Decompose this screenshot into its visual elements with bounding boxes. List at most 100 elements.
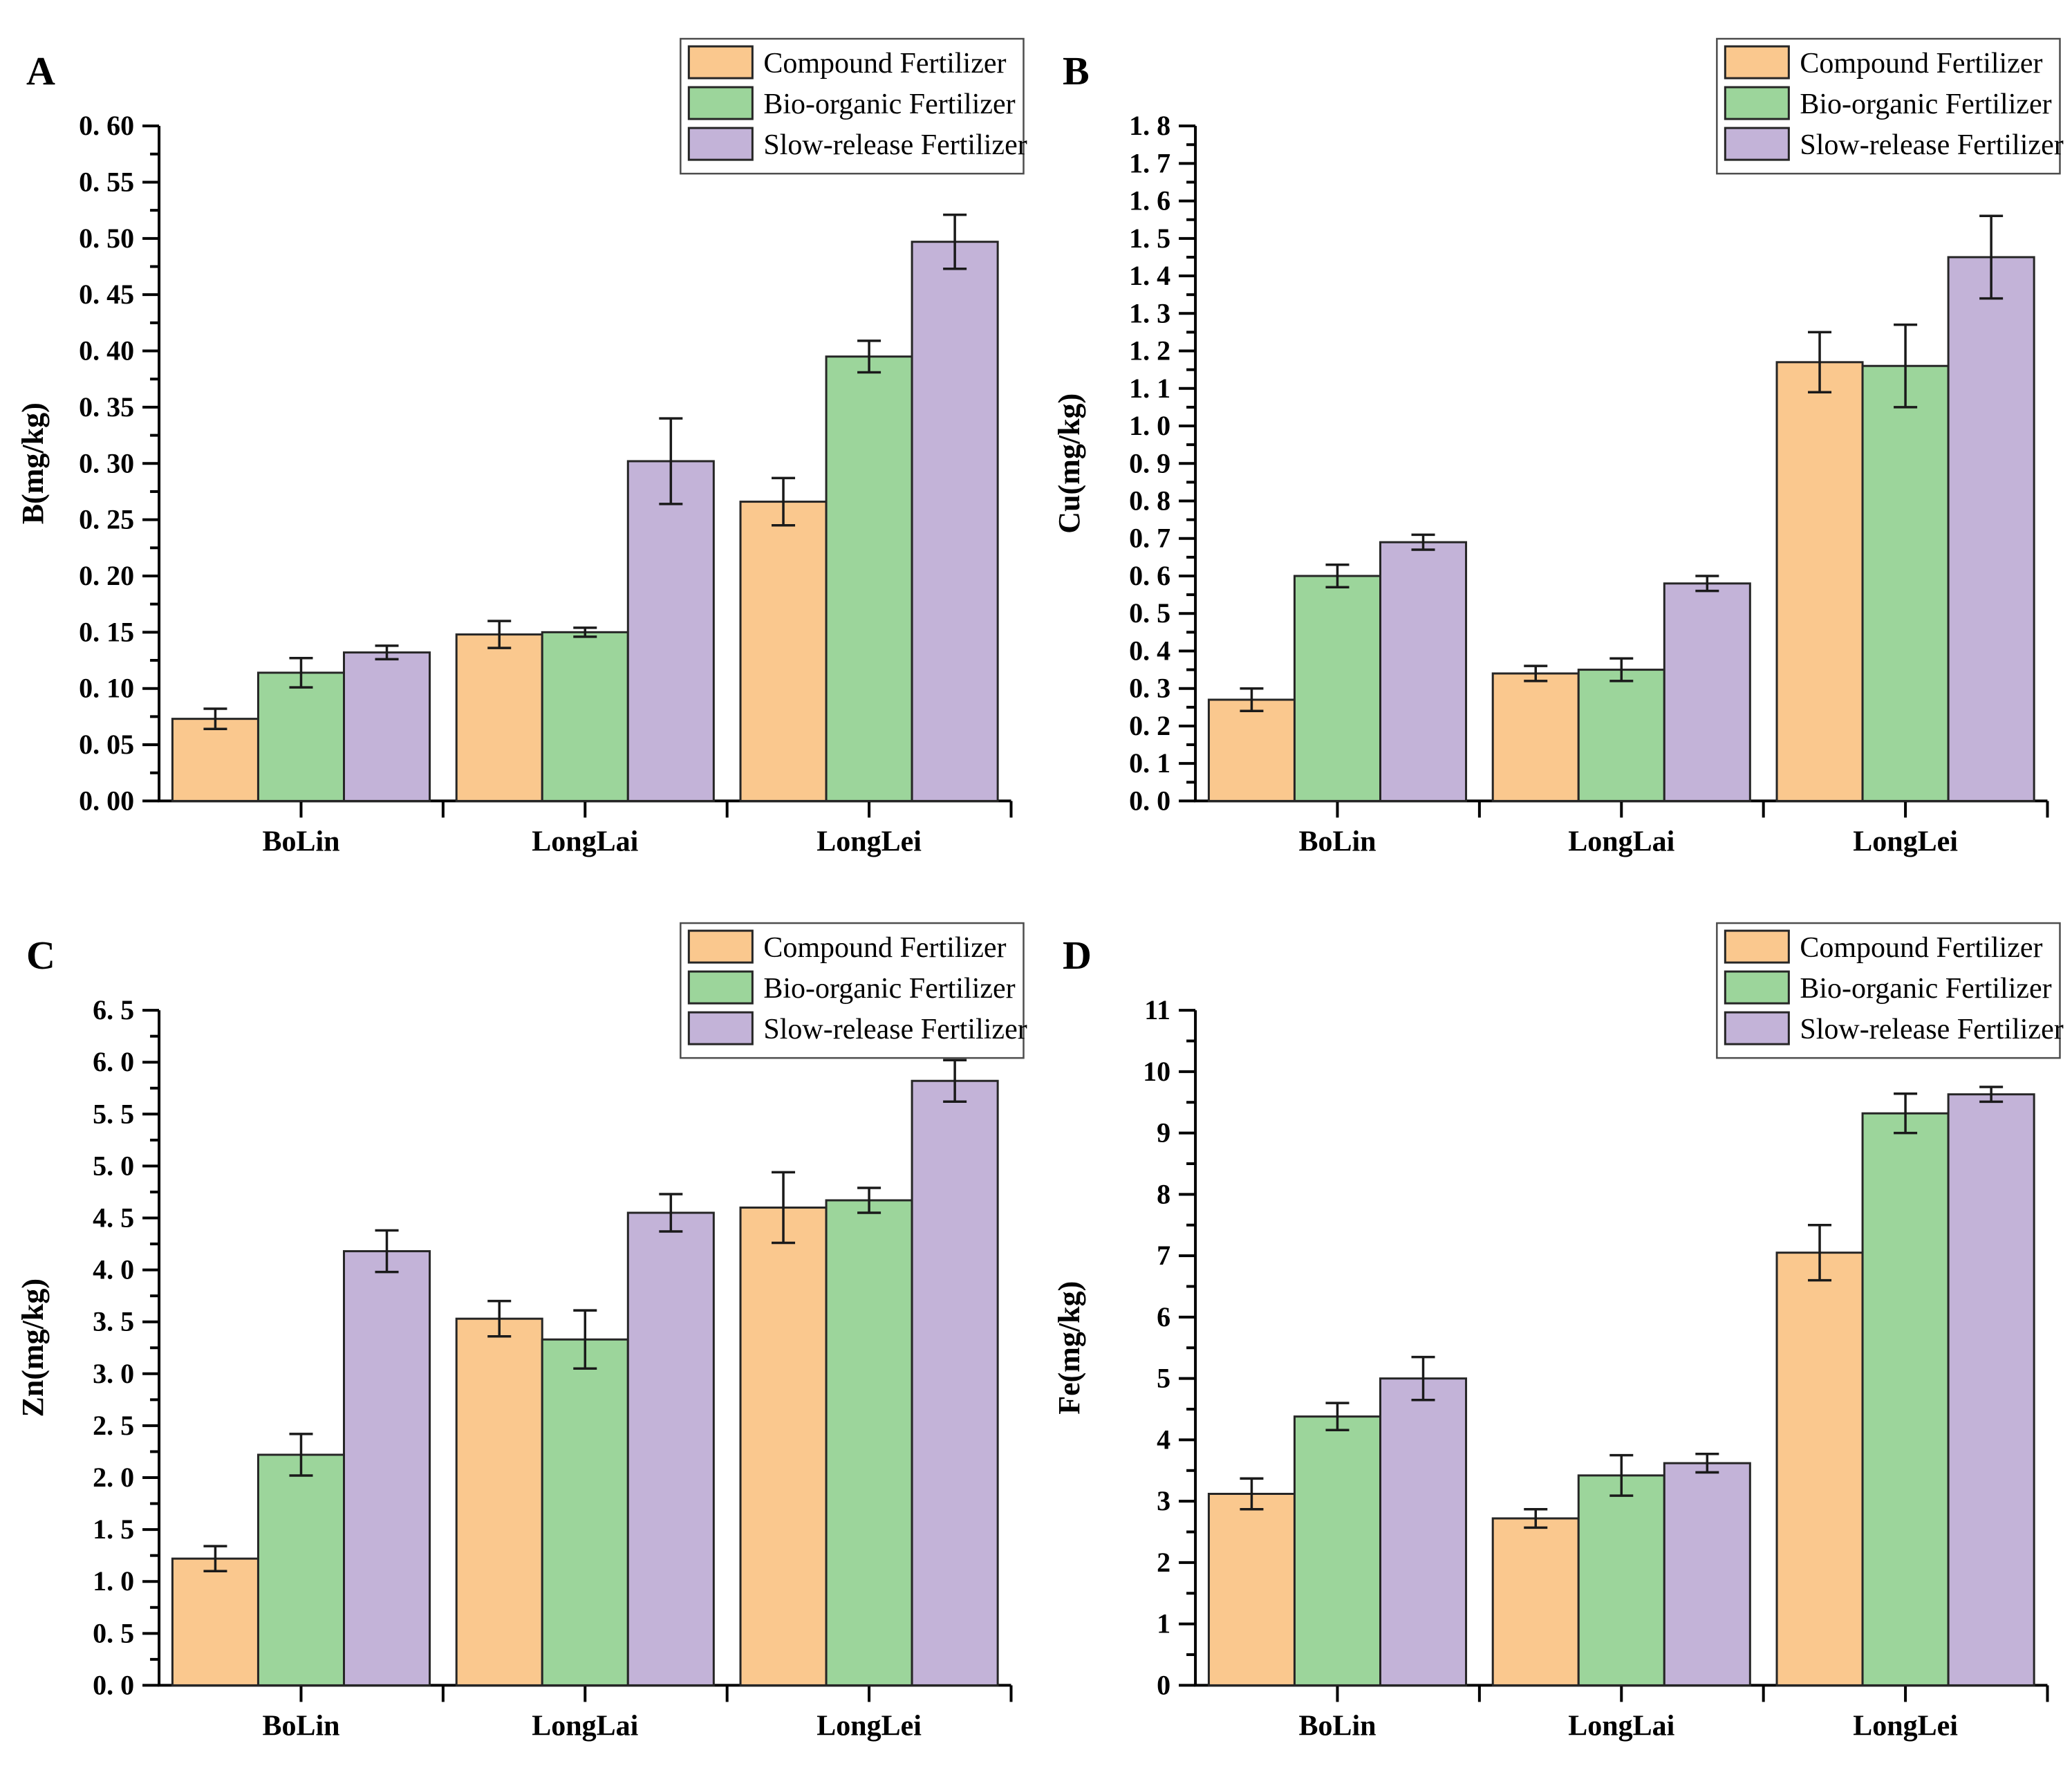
bar-B-BoLin-series2: [1293, 575, 1381, 802]
legend-swatch-3: [687, 127, 754, 161]
y-tick-label: 11: [1144, 994, 1170, 1025]
panel-letter: D: [1063, 933, 1092, 978]
y-tick-label: 0. 05: [79, 729, 134, 760]
legend-label-1: Compound Fertilizer: [763, 932, 1006, 964]
x-category-label: BoLin: [1298, 1710, 1376, 1742]
bar-D-LongLei-series2: [1861, 1112, 1950, 1686]
y-tick-label: 3. 0: [93, 1357, 134, 1388]
bar-A-LongLei-series3: [911, 241, 999, 802]
bar-D-BoLin-series3: [1379, 1377, 1467, 1686]
panel-C: C 0. 0 0. 5 1. 0 1. 5 2. 0 2. 5 3. 0 3. 5 4. 0 4. …: [0, 884, 1036, 1768]
bar-A-LongLei-series1: [739, 501, 828, 802]
x-category-label: BoLin: [262, 1710, 339, 1742]
y-tick-label: 6. 0: [93, 1046, 134, 1077]
legend-label-2: Bio-organic Fertilizer: [763, 89, 1015, 120]
y-tick-label: 5. 0: [93, 1150, 134, 1181]
legend-label-2: Bio-organic Fertilizer: [1800, 973, 2051, 1005]
x-category-label: BoLin: [1298, 826, 1376, 857]
y-tick-label: 0. 10: [79, 673, 134, 704]
y-tick-label: 1. 5: [93, 1514, 134, 1545]
legend-swatch-2: [687, 86, 754, 120]
y-tick-label: 0. 40: [79, 335, 134, 366]
y-tick-label: 0. 6: [1129, 560, 1170, 591]
y-tick-label: 0. 8: [1129, 485, 1170, 517]
y-tick-label: 6. 5: [93, 994, 134, 1025]
y-tick-label: 0. 55: [79, 166, 134, 197]
x-category-label: LongLei: [816, 1710, 922, 1742]
legend-label-1: Compound Fertilizer: [1800, 932, 2042, 964]
panel-letter: A: [26, 48, 55, 93]
x-category-label: BoLin: [262, 826, 339, 857]
x-category-label: LongLai: [532, 826, 638, 857]
bar-A-LongLei-series2: [825, 355, 913, 802]
legend-swatch-1: [1724, 929, 1790, 964]
y-axis-label: B(mg/kg): [16, 402, 50, 524]
y-tick-label: 3: [1157, 1485, 1170, 1516]
legend-label-1: Compound Fertilizer: [763, 48, 1006, 80]
bar-C-BoLin-series2: [256, 1453, 345, 1686]
legend-swatch-2: [1724, 970, 1790, 1005]
bar-C-LongLai-series3: [626, 1211, 715, 1686]
x-category-label: LongLai: [532, 1710, 638, 1742]
y-tick-label: 7: [1157, 1240, 1170, 1271]
y-tick-label: 1. 1: [1129, 373, 1170, 404]
y-axis-label: Fe(mg/kg): [1052, 1281, 1086, 1414]
panel-D: D 0 1 2 3 4 5 6 7 8 9 10 11 Fe(mg/kg) BoLin LongLai Long…: [1036, 884, 2072, 1768]
y-tick-label: 0. 35: [79, 391, 134, 422]
panel-letter: B: [1063, 48, 1090, 93]
chart-D: D 0 1 2 3 4 5 6 7 8 9 10 11 Fe(mg/kg) BoLin LongLai Long…: [1052, 922, 2063, 1742]
bar-C-BoLin-series3: [342, 1249, 431, 1686]
panel-A: A 0. 00 0. 05 0. 10 0. 15 0. 20 0. 25 0. 30 0. 3…: [0, 0, 1036, 884]
y-tick-label: 4. 5: [93, 1202, 134, 1233]
y-tick-label: 1. 6: [1129, 185, 1170, 216]
y-tick-label: 10: [1143, 1055, 1170, 1086]
bar-D-BoLin-series2: [1293, 1415, 1381, 1686]
legend-swatch-1: [687, 929, 754, 964]
x-category-label: LongLai: [1568, 1710, 1674, 1742]
y-tick-label: 0. 30: [79, 447, 134, 478]
bar-B-LongLai-series3: [1663, 582, 1751, 802]
y-tick-label: 0. 5: [1129, 597, 1170, 629]
y-tick-label: 5. 5: [93, 1098, 134, 1129]
y-tick-label: 0: [1157, 1669, 1170, 1700]
bar-B-LongLai-series2: [1577, 669, 1665, 802]
y-tick-label: 0. 4: [1129, 635, 1170, 666]
bar-B-BoLin-series3: [1379, 541, 1467, 802]
y-axis-label: Zn(mg/kg): [16, 1278, 50, 1417]
y-tick-label: 0. 1: [1129, 747, 1170, 779]
bar-B-LongLei-series3: [1947, 256, 2035, 802]
y-tick-label: 1: [1157, 1608, 1170, 1639]
bar-C-BoLin-series1: [171, 1557, 259, 1686]
y-tick-label: 4: [1157, 1424, 1170, 1455]
legend-label-3: Slow-release Fertilizer: [1800, 129, 2063, 161]
y-tick-label: 0. 2: [1129, 710, 1170, 741]
legend-swatch-1: [687, 45, 754, 80]
x-category-label: LongLei: [1853, 826, 1958, 857]
y-tick-label: 3. 5: [93, 1305, 134, 1337]
legend-swatch-3: [687, 1011, 754, 1045]
legend-label-3: Slow-release Fertilizer: [763, 129, 1027, 161]
legend-label-3: Slow-release Fertilizer: [1800, 1014, 2063, 1045]
y-tick-label: 0. 20: [79, 560, 134, 591]
bar-D-LongLei-series3: [1947, 1092, 2035, 1686]
bar-D-BoLin-series1: [1207, 1492, 1296, 1686]
chart-B: B 0. 0 0. 1 0. 2 0. 3 0. 4 0. 5 0. 6 0. 7 0. 8 0. …: [1052, 37, 2063, 857]
bar-A-LongLai-series1: [455, 633, 543, 802]
bar-A-BoLin-series2: [256, 671, 345, 802]
y-tick-label: 0. 7: [1129, 523, 1170, 554]
y-tick-label: 0. 15: [79, 616, 134, 647]
y-tick-label: 1. 4: [1129, 260, 1170, 291]
bar-C-LongLai-series2: [541, 1338, 629, 1686]
bar-B-LongLai-series1: [1491, 672, 1580, 802]
bar-A-BoLin-series3: [342, 651, 431, 802]
legend-swatch-3: [1724, 1011, 1790, 1045]
y-tick-label: 8: [1157, 1178, 1170, 1209]
y-tick-label: 0. 50: [79, 223, 134, 254]
bar-C-LongLai-series1: [455, 1317, 543, 1686]
y-tick-label: 6: [1157, 1301, 1170, 1332]
bar-B-LongLei-series1: [1775, 361, 1864, 802]
legend-swatch-3: [1724, 127, 1790, 161]
bar-A-BoLin-series1: [171, 718, 259, 802]
panel-B: B 0. 0 0. 1 0. 2 0. 3 0. 4 0. 5 0. 6 0. 7 0. 8 0. …: [1036, 0, 2072, 884]
y-tick-label: 1. 5: [1129, 223, 1170, 254]
